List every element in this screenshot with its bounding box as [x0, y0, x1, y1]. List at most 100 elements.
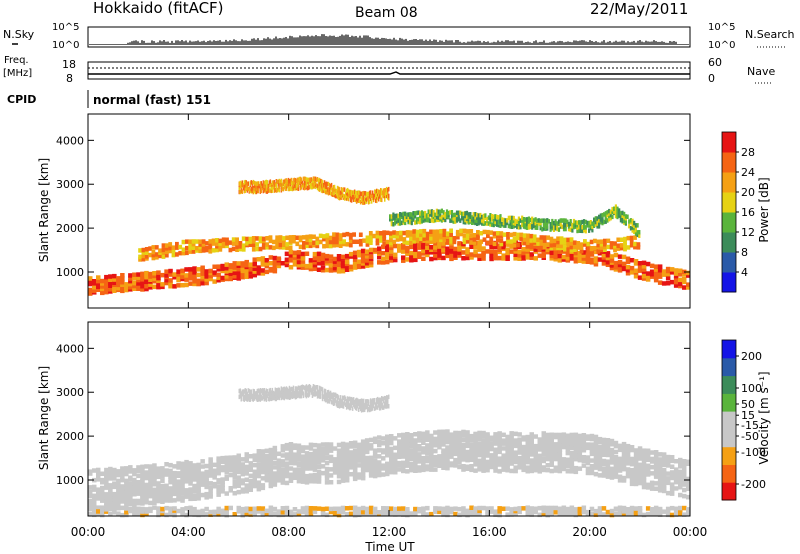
velocity-cell [585, 445, 591, 451]
velocity-cell [300, 472, 306, 478]
power-cell [609, 215, 612, 221]
velocity-cell [641, 457, 647, 462]
power-cell [315, 177, 318, 183]
velocity-cell [344, 472, 350, 477]
velocity-cell [232, 472, 237, 478]
velocity-cell [188, 469, 193, 475]
power-cell [429, 247, 434, 252]
velocity-cell [368, 455, 374, 461]
power-cell [378, 192, 380, 197]
velocity-cell [661, 467, 667, 473]
velocity-cell [541, 511, 546, 517]
velocity-cell [312, 451, 318, 457]
power-cell [583, 225, 586, 230]
velocity-cell [296, 509, 302, 514]
velocity-cell [188, 465, 193, 470]
velocity-cell [295, 386, 298, 391]
power-cell [514, 221, 517, 226]
power-cell [404, 211, 407, 217]
velocity-cell [381, 463, 386, 468]
velocity-cell [192, 493, 197, 499]
power-cell [584, 219, 587, 225]
velocity-cell [405, 436, 410, 441]
velocity-cell [673, 470, 679, 475]
velocity-cell [188, 490, 193, 495]
power-cell [188, 271, 193, 276]
velocity-cell [597, 457, 603, 462]
station-title: Hokkaido (fitACF) [93, 0, 224, 17]
velocity-cell [200, 471, 205, 476]
power-cell [361, 200, 364, 205]
velocity-cell [445, 457, 450, 463]
velocity-cell [357, 399, 360, 404]
velocity-cell [529, 447, 534, 452]
velocity-cell [609, 468, 615, 474]
velocity-cell [132, 492, 137, 497]
velocity-cell [405, 512, 410, 518]
velocity-cell [445, 436, 450, 442]
velocity-cell [461, 506, 466, 511]
velocity-cell [343, 395, 346, 400]
power-cell [168, 284, 173, 289]
velocity-cell [557, 444, 563, 450]
power-cell [385, 255, 390, 260]
velocity-cell [417, 468, 422, 473]
velocity-cell [553, 465, 558, 470]
velocity-cell [292, 389, 295, 394]
velocity-cell [212, 475, 217, 480]
velocity-cell [252, 506, 257, 511]
velocity-cell [272, 506, 278, 512]
power-cell [278, 187, 281, 193]
velocity-cell [533, 463, 538, 468]
power-cell [512, 224, 515, 229]
velocity-cell [244, 506, 249, 511]
freq-label-line2: [MHz] [3, 68, 32, 79]
power-cell [348, 267, 354, 272]
power-cell [255, 189, 258, 195]
power-cell [328, 243, 333, 249]
power-cell [522, 217, 525, 222]
velocity-cell [621, 446, 627, 451]
velocity-cell [653, 468, 659, 474]
velocity-cell [324, 480, 330, 485]
freq-tick-bottom: 8 [66, 72, 73, 85]
power-cell [404, 220, 407, 226]
velocity-cell [108, 511, 113, 516]
power-cell [634, 231, 637, 236]
velocity-cell [345, 405, 348, 410]
velocity-cell [148, 472, 153, 477]
power-cell [616, 246, 621, 251]
power-cell [413, 242, 418, 248]
power-cell [384, 188, 386, 193]
velocity-cell [385, 465, 390, 471]
velocity-cell [409, 464, 414, 470]
velocity-cell [549, 447, 554, 452]
velocity-cell [156, 489, 161, 495]
velocity-cell [497, 462, 502, 467]
velocity-cell [116, 499, 121, 504]
velocity-cell [216, 458, 221, 464]
velocity-cell [247, 388, 249, 393]
velocity-cell [505, 512, 510, 517]
power-colorbar-swatch [722, 192, 736, 213]
velocity-cell [449, 439, 454, 444]
power-cell [430, 209, 433, 214]
power-cell [374, 192, 376, 198]
power-cell [355, 196, 358, 202]
velocity-cell [521, 465, 526, 470]
power-cell [211, 248, 216, 253]
velocity-cell [140, 482, 145, 487]
velocity-cell [248, 454, 253, 459]
velocity-cell [453, 451, 458, 457]
velocity-cell [339, 398, 342, 403]
power-cell [444, 217, 447, 223]
power-cell [252, 269, 257, 274]
velocity-cell [629, 459, 635, 464]
power-colorbar-tick-label: 12 [741, 226, 755, 239]
velocity-cell [493, 432, 498, 437]
power-cell [264, 269, 270, 275]
velocity-cell [132, 505, 137, 510]
power-cell [521, 222, 524, 228]
velocity-cell [557, 432, 563, 438]
velocity-cell [385, 506, 390, 511]
